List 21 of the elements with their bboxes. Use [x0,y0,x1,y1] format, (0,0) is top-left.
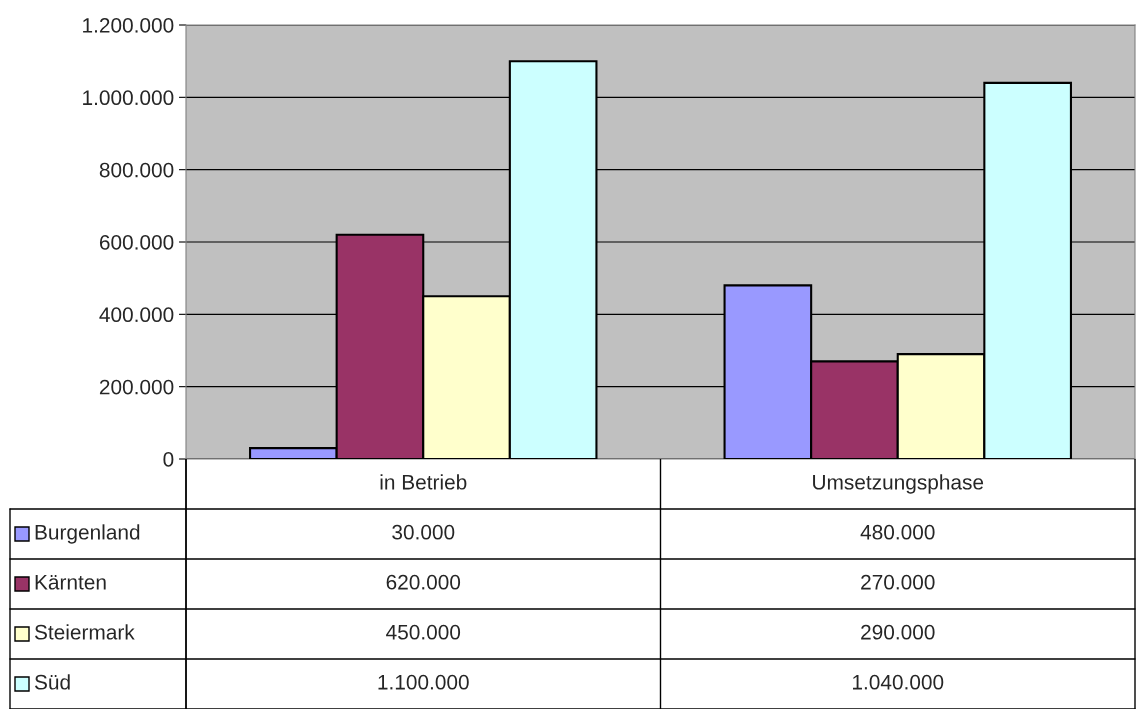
data-label: 450.000 [386,624,461,640]
y-tick-label: 1.000.000 [83,90,174,106]
data-label: 480.000 [860,524,935,540]
x-tick-label: in Betrieb [380,474,467,490]
y-tick-label: 1.200.000 [83,18,174,33]
y-tick-label: 0 [163,452,174,467]
y-tick-label: 600.000 [99,235,174,250]
legend-label: Burgenland [35,524,140,544]
y-tick-label: 800.000 [99,162,174,178]
data-label: 290.000 [861,624,935,640]
data-label: 1.040.000 [853,674,944,690]
data-label: 1.100.000 [378,674,469,690]
data-label: 270.000 [861,574,935,590]
legend-label: Steiermark [34,624,135,640]
y-tick-label: 400.000 [99,307,174,323]
x-tick-label: Umsetzungsphase [813,474,984,494]
legend-label: Kärnten [35,575,106,590]
y-tick-label: 200.000 [99,379,174,395]
data-label: 30.000 [392,524,455,540]
data-label: 620.000 [386,574,461,590]
legend-label: Süd [34,674,70,690]
